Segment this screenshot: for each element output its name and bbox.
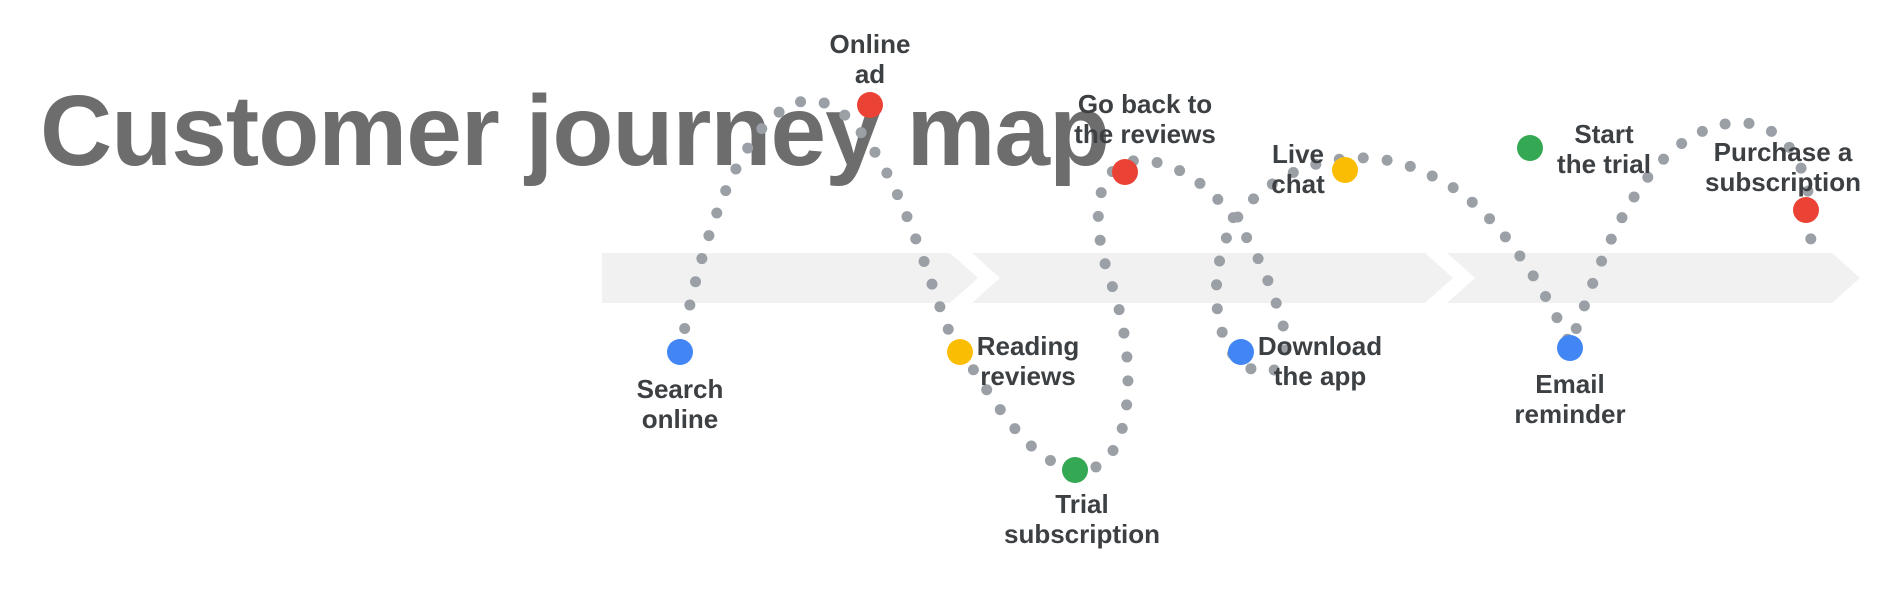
arrow-segment (1447, 253, 1860, 303)
touchpoint-label: Download the app (1258, 332, 1382, 392)
touchpoint-label: Go back to the reviews (1074, 90, 1216, 150)
touchpoint-label: Email reminder (1514, 370, 1625, 430)
touchpoint-label: Purchase a subscription (1705, 138, 1861, 198)
touchpoint-marker (947, 339, 973, 365)
touchpoint-label: Start the trial (1557, 120, 1651, 180)
touchpoint-marker (1793, 197, 1819, 223)
journey-canvas (0, 0, 1894, 598)
touchpoint-label: Live chat (1271, 140, 1324, 200)
touchpoint-marker (857, 92, 883, 118)
touchpoint-label: Reading reviews (977, 332, 1080, 392)
touchpoint-marker (1228, 339, 1254, 365)
touchpoint-label: Trial subscription (1004, 490, 1160, 550)
touchpoint-marker (1517, 135, 1543, 161)
touchpoint-marker (1062, 457, 1088, 483)
touchpoint-marker (1332, 157, 1358, 183)
touchpoint-label: Online ad (830, 30, 911, 90)
journey-map-stage: Customer journey map Search onlineOnline… (0, 0, 1894, 598)
touchpoint-marker (1112, 159, 1138, 185)
touchpoint-marker (1557, 335, 1583, 361)
arrow-segment (972, 253, 1453, 303)
touchpoint-label: Search online (637, 375, 724, 435)
touchpoint-marker (667, 339, 693, 365)
